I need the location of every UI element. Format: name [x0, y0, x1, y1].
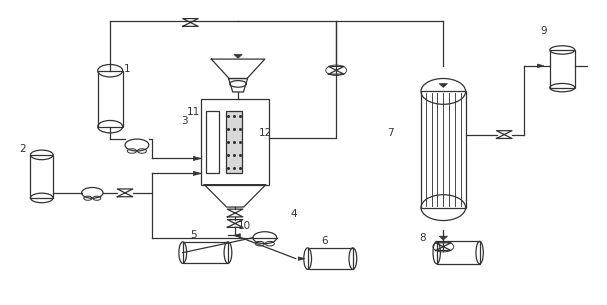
Text: 11: 11 [186, 107, 200, 117]
Polygon shape [194, 171, 201, 175]
Polygon shape [439, 236, 447, 240]
Text: 8: 8 [419, 233, 426, 243]
Polygon shape [537, 64, 544, 68]
Bar [308, 248, 353, 269]
Bar [436, 242, 480, 264]
Text: 3: 3 [181, 116, 188, 126]
Polygon shape [234, 234, 240, 237]
Polygon shape [194, 156, 201, 160]
Bar [183, 242, 228, 264]
Bar [550, 50, 575, 88]
Bar [30, 155, 53, 198]
Text: 9: 9 [540, 27, 547, 36]
Text: 1: 1 [124, 64, 131, 74]
Bar [206, 111, 219, 173]
Polygon shape [298, 257, 305, 260]
Text: 2: 2 [19, 145, 25, 155]
Text: 6: 6 [321, 236, 328, 246]
Polygon shape [439, 84, 447, 87]
Bar [226, 111, 242, 173]
Bar [98, 71, 123, 127]
Bar [201, 99, 270, 185]
Text: 12: 12 [259, 128, 272, 138]
Text: 10: 10 [238, 221, 251, 231]
Text: 7: 7 [387, 128, 393, 138]
Text: 4: 4 [290, 209, 297, 219]
Polygon shape [234, 54, 242, 58]
Text: 5: 5 [191, 230, 197, 240]
Bar [421, 92, 466, 208]
